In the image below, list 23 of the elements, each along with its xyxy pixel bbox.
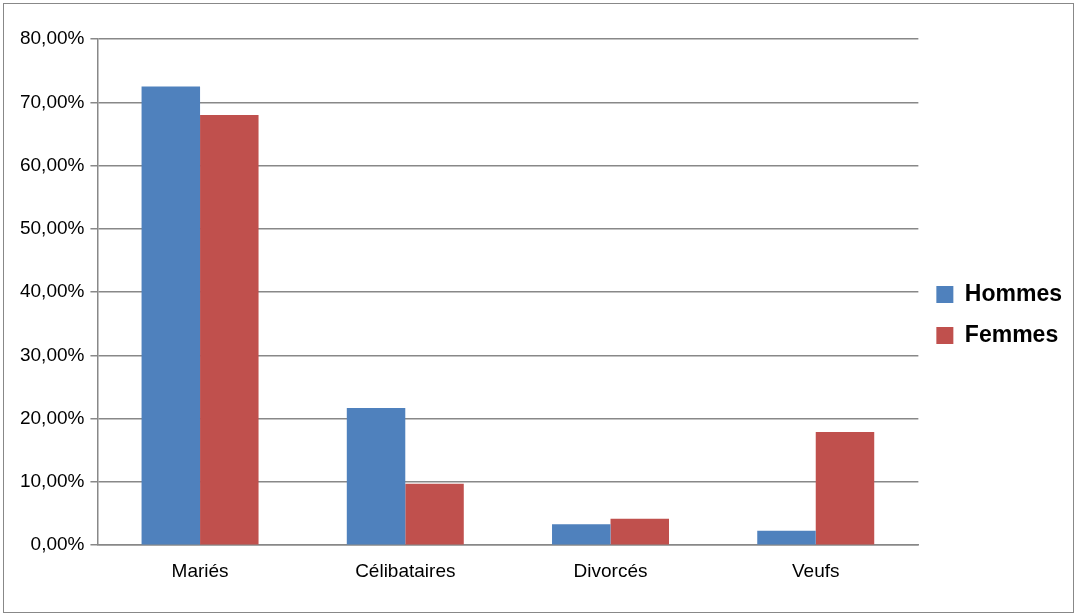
y-tick-label: 50,00% <box>19 217 85 239</box>
y-tick-label: 80,00% <box>19 27 85 49</box>
bar <box>200 114 259 545</box>
bar <box>405 483 464 545</box>
bar <box>141 86 201 545</box>
legend-label: Femmes <box>964 320 1059 347</box>
y-tick-label: 0,00% <box>30 533 85 555</box>
y-tick-label: 40,00% <box>19 280 85 302</box>
x-tick-label: Veufs <box>791 559 840 581</box>
y-tick-label: 70,00% <box>19 90 85 112</box>
x-tick-label: Mariés <box>171 559 229 581</box>
y-tick-label: 10,00% <box>19 470 85 492</box>
bar <box>552 524 611 545</box>
legend-label: Hommes <box>964 279 1063 306</box>
bar <box>757 530 816 545</box>
bar <box>346 407 406 545</box>
bar <box>610 518 669 545</box>
y-tick-label: 30,00% <box>19 343 85 365</box>
x-tick-label: Divorcés <box>573 559 648 581</box>
x-tick-label: Célibataires <box>355 559 456 581</box>
bar <box>815 431 875 545</box>
y-tick-label: 20,00% <box>19 406 85 428</box>
y-tick-label: 60,00% <box>19 153 85 175</box>
